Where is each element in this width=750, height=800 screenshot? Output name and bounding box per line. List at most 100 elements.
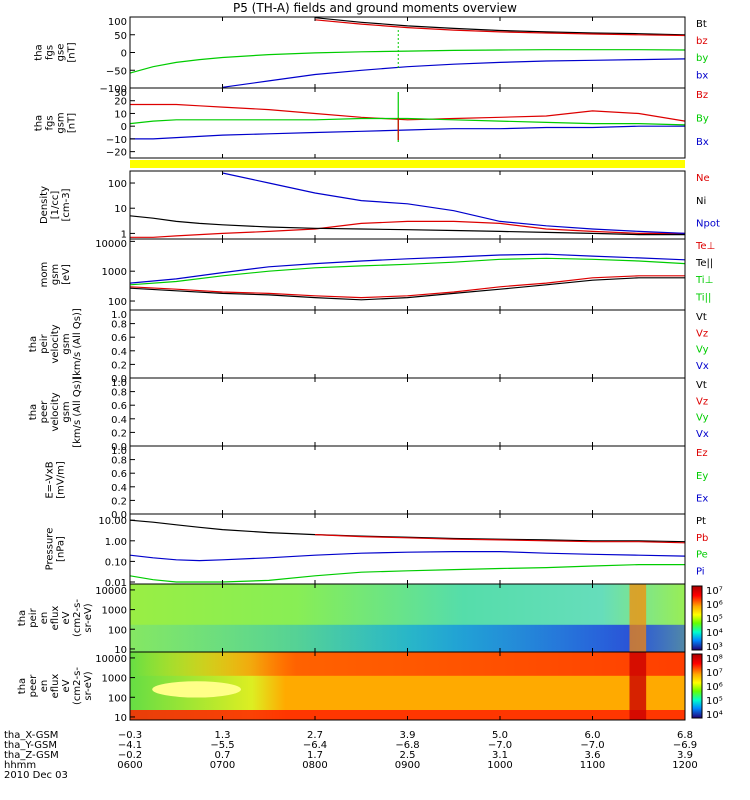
colorbar-tick: 10⁶ xyxy=(706,600,723,611)
spectrogram-event xyxy=(629,584,647,652)
spectrogram-event xyxy=(629,652,647,720)
y-tick-label: 0.0 xyxy=(111,374,127,385)
legend-label: Pb xyxy=(696,533,708,544)
legend-label: Ti⊥ xyxy=(695,275,713,286)
panel-5: 1.00.8 0.6 0.4 0.2 0.0 tha peir velocity gsm [km/… xyxy=(28,308,709,385)
colorbar-tick: 10⁷ xyxy=(706,668,723,679)
colorbar-tick: 10³ xyxy=(706,642,723,653)
y-tick-label: −50 xyxy=(106,66,127,77)
y-axis-label: gsm xyxy=(61,333,72,354)
y-axis-label: en xyxy=(39,612,50,625)
y-axis-label: [1/cc] xyxy=(50,191,61,220)
ephemeris-value: 0.7 xyxy=(215,750,231,761)
y-axis-label: gsm xyxy=(61,401,72,422)
colorbar-tick: 10⁵ xyxy=(706,696,723,707)
panel-frame xyxy=(129,445,686,515)
legend-label: by xyxy=(696,53,708,64)
y-axis-label: peer xyxy=(28,674,39,698)
legend-label: bz xyxy=(696,36,708,47)
series-line-8-3 xyxy=(129,564,685,583)
legend-label: Bt xyxy=(696,19,707,30)
ephemeris-value: 0700 xyxy=(210,760,235,771)
separator-band xyxy=(130,160,685,168)
panel-frame xyxy=(129,170,686,240)
legend-label: bx xyxy=(696,70,708,81)
y-tick-label: −100 xyxy=(100,84,127,95)
series-line-4-3 xyxy=(129,257,686,286)
y-tick-label: 100 xyxy=(108,297,127,308)
y-tick-label: 0.4 xyxy=(111,483,127,494)
ephemeris-label: tha_X-GSM xyxy=(4,730,58,741)
series-line-4-1 xyxy=(129,275,685,299)
y-axis-label: [cm-3] xyxy=(61,188,72,221)
y-axis-label: E=-VxB xyxy=(45,461,56,498)
ephemeris-value: 2.7 xyxy=(307,730,323,741)
y-tick-label: 10.00 xyxy=(98,516,127,527)
colorbar-tick: 10⁵ xyxy=(706,614,723,625)
y-axis-label: [km/s (All Qs)] xyxy=(72,308,83,380)
y-tick-label: 0.2 xyxy=(111,428,127,439)
y-tick-label: 0.6 xyxy=(111,469,127,480)
legend-label: Bx xyxy=(696,137,709,148)
legend-label: Te|| xyxy=(695,258,713,269)
colorbar-tick: 10⁴ xyxy=(706,710,723,721)
ephemeris-value: 5.0 xyxy=(492,730,508,741)
ephemeris-label: tha_Z-GSM xyxy=(4,750,59,761)
y-axis-label: eV xyxy=(61,679,72,692)
legend-label: Bz xyxy=(696,90,708,101)
legend-label: Vy xyxy=(696,413,709,424)
y-tick-label: 100 xyxy=(108,179,127,190)
y-tick-label: 1.00 xyxy=(105,537,127,548)
y-axis-label: peir xyxy=(39,333,50,353)
y-axis-label: eflux xyxy=(50,606,61,631)
y-axis-label: tha xyxy=(28,404,39,420)
ephemeris-value: −6.9 xyxy=(673,740,697,751)
y-tick-label: 1.0 xyxy=(111,446,127,457)
y-tick-label: 10 xyxy=(114,713,127,724)
series-line-2-3 xyxy=(130,125,685,140)
y-tick-label: −10 xyxy=(106,135,127,146)
panel-3: 100 10 1 Density [1/cc] [cm-3] Ne Ni Npot xyxy=(39,170,720,240)
series-line-1-2 xyxy=(314,19,686,37)
ephemeris-value: 1200 xyxy=(672,760,697,771)
y-axis-label: mom xyxy=(39,262,50,288)
y-axis-label: en xyxy=(39,680,50,693)
ephemeris-value: 1.3 xyxy=(215,730,231,741)
ephemeris-value: 3.9 xyxy=(677,750,693,761)
panel-8: 10.00 1.00 0.10 0.01 Pressure [nPa] Pt Pb Pe Pi xyxy=(45,513,708,589)
legend-label: Vt xyxy=(696,380,707,391)
ephemeris-value: 6.8 xyxy=(677,730,693,741)
y-tick-label: 0 xyxy=(121,49,127,60)
y-axis-label: gse xyxy=(56,44,67,62)
ephemeris-value: −5.5 xyxy=(210,740,234,751)
y-axis-label: (cm2-s- xyxy=(72,599,83,637)
legend-label: Vy xyxy=(696,345,709,356)
y-tick-label: 0.2 xyxy=(111,496,127,507)
y-axis-label: fgs xyxy=(45,115,56,130)
y-tick-label: 0.6 xyxy=(111,333,127,344)
y-axis-label: fgs xyxy=(45,45,56,60)
series-line-4-2 xyxy=(129,277,685,301)
y-axis-label: tha xyxy=(17,610,28,626)
ephemeris-value: −0.3 xyxy=(118,730,142,741)
ephemeris-label: tha_Y-GSM xyxy=(4,740,57,751)
ephemeris-value: 1100 xyxy=(580,760,605,771)
y-axis-label: tha xyxy=(28,336,39,352)
y-tick-label: 0.2 xyxy=(111,360,127,371)
y-axis-label: eV xyxy=(61,611,72,624)
ephemeris-value: 3.1 xyxy=(492,750,508,761)
y-tick-label: 1000 xyxy=(102,674,127,685)
colorbar-tick: 10⁷ xyxy=(706,586,723,597)
panel-frame xyxy=(129,238,686,311)
panel-frame xyxy=(129,377,686,447)
series-line-8-2 xyxy=(314,534,686,544)
legend-label: Vz xyxy=(696,396,708,407)
y-tick-label: 0 xyxy=(121,122,127,133)
series-line-1-3 xyxy=(129,49,686,74)
series-line-1-4 xyxy=(222,58,686,88)
y-axis-label: peir xyxy=(28,607,39,627)
legend-label: Ne xyxy=(696,173,710,184)
ephemeris-value: 0800 xyxy=(302,760,327,771)
y-axis-label: [eV] xyxy=(61,264,72,285)
y-tick-label: 0.8 xyxy=(111,320,127,331)
